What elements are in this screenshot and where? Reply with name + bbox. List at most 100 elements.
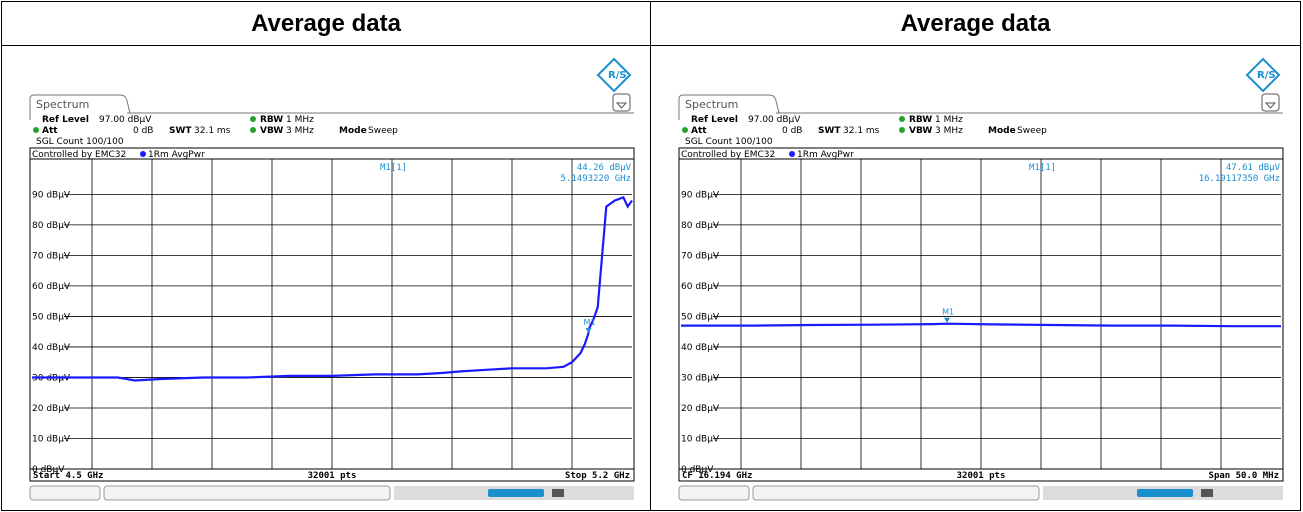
x-start-label: CF 16.194 GHz (682, 471, 752, 481)
analyzer-screenshot: R/S Spectrum Ref Level 97.00 dBµV RBW 1 MHz At… (651, 47, 1300, 510)
marker-readout-label: M1[1] (1029, 163, 1056, 173)
progress-bar (488, 489, 544, 497)
panel-left: Average data R/S Spectrum Ref Level 97.00 d… (2, 2, 651, 510)
rs-logo-text-icon: R/S (1257, 70, 1276, 81)
att-indicator-icon (33, 127, 39, 133)
marker-frequency: 5.1493220 GHz (561, 174, 631, 184)
vbw-label: VBW (909, 126, 932, 136)
y-tick-label: 30 dBµV (681, 373, 720, 383)
spectrum-tab-label: Spectrum (685, 98, 738, 111)
y-tick-label: 20 dBµV (681, 404, 720, 414)
rs-logo-icon (1245, 57, 1281, 93)
spectrum-plot: R/S Spectrum Ref Level 97.00 dBµV RBW 1 MHz At… (678, 57, 1284, 501)
trace-indicator-icon (789, 151, 795, 157)
vbw-label: VBW (260, 126, 283, 136)
x-start-label: Start 4.5 GHz (33, 471, 103, 481)
vbw-indicator-icon (899, 127, 905, 133)
mode-label: Mode (988, 126, 1016, 136)
y-tick-label: 10 dBµV (32, 434, 71, 444)
att-label: Att (691, 126, 707, 136)
rbw-indicator-icon (899, 116, 905, 122)
spectrum-tab (29, 94, 131, 120)
points-label: 32001 pts (308, 471, 357, 481)
ref-level-label: Ref Level (42, 115, 89, 125)
rs-logo-text-icon: R/S (608, 70, 627, 81)
swt-value: 32.1 ms (843, 126, 880, 136)
vbw-value: 3 MHz (935, 126, 963, 136)
y-tick-label: 50 dBµV (32, 312, 71, 322)
marker-tag: M1 (584, 318, 596, 327)
y-tick-label: 40 dBµV (32, 343, 71, 353)
points-label: 32001 pts (957, 471, 1006, 481)
y-tick-label: 70 dBµV (681, 251, 720, 261)
marker-triangle-icon (585, 327, 592, 333)
marker-level: 44.26 dBµV (577, 163, 632, 173)
plot-frame (678, 147, 1284, 482)
y-tick-label: 70 dBµV (32, 251, 71, 261)
sgl-count: SGL Count 100/100 (36, 137, 124, 147)
ref-level-label: Ref Level (691, 115, 738, 125)
swt-label: SWT (169, 126, 192, 136)
y-tick-label: 90 dBµV (32, 190, 71, 200)
panel-header: Average data (651, 2, 1300, 46)
att-indicator-icon (682, 127, 688, 133)
sgl-count: SGL Count 100/100 (685, 137, 773, 147)
marker-readout-label: M1[1] (380, 163, 407, 173)
spectrum-tab (678, 94, 780, 120)
status-field-2 (103, 485, 391, 501)
mode-value: Sweep (1017, 126, 1047, 136)
activity-icon (552, 489, 564, 497)
y-tick-label: 40 dBµV (681, 343, 720, 353)
trace-line (681, 322, 1281, 328)
status-field-1 (29, 485, 101, 501)
y-tick-label: 0 dBµV (681, 465, 714, 475)
chevron-down-icon (1264, 102, 1277, 109)
activity-icon (1201, 489, 1213, 497)
mode-value: Sweep (368, 126, 398, 136)
vbw-value: 3 MHz (286, 126, 314, 136)
controlled-by: Controlled by EMC32 (681, 150, 775, 160)
rbw-value: 1 MHz (935, 115, 963, 125)
trace-indicator-icon (140, 151, 146, 157)
trace-label: 1Rm AvgPwr (797, 150, 854, 160)
swt-label: SWT (818, 126, 841, 136)
att-label: Att (42, 126, 58, 136)
y-tick-label: 60 dBµV (32, 282, 71, 292)
mode-label: Mode (339, 126, 367, 136)
rs-logo-icon (596, 57, 632, 93)
analyzer-screenshot: R/S Spectrum Ref Level 97.00 dBµV RBW 1 MHz At… (2, 47, 650, 510)
swt-value: 32.1 ms (194, 126, 231, 136)
rbw-label: RBW (909, 115, 932, 125)
trace-label: 1Rm AvgPwr (148, 150, 205, 160)
att-value: 0 dB (133, 126, 153, 136)
y-tick-label: 80 dBµV (32, 221, 71, 231)
ref-level-value: 97.00 dBµV (748, 115, 801, 125)
controlled-by: Controlled by EMC32 (32, 150, 126, 160)
plot-frame (29, 147, 635, 482)
chevron-down-icon (615, 102, 628, 109)
y-tick-label: 50 dBµV (681, 312, 720, 322)
y-tick-label: 0 dBµV (32, 465, 65, 475)
spectrum-plot: R/S Spectrum Ref Level 97.00 dBµV RBW 1 MHz At… (29, 57, 635, 501)
att-value: 0 dB (782, 126, 802, 136)
progress-bar (1137, 489, 1193, 497)
marker-tag: M1 (942, 308, 954, 317)
rbw-value: 1 MHz (286, 115, 314, 125)
trace-line (32, 196, 633, 382)
y-tick-label: 20 dBµV (32, 404, 71, 414)
marker-frequency: 16.19117350 GHz (1199, 174, 1280, 184)
panel-header: Average data (2, 2, 650, 46)
spectrum-tab-label: Spectrum (36, 98, 89, 111)
status-field-2 (752, 485, 1040, 501)
vbw-indicator-icon (250, 127, 256, 133)
marker-level: 47.61 dBµV (1226, 163, 1281, 173)
rbw-indicator-icon (250, 116, 256, 122)
y-tick-label: 10 dBµV (681, 434, 720, 444)
marker-triangle-icon (944, 317, 951, 323)
x-stop-label: Stop 5.2 GHz (565, 471, 630, 481)
y-tick-label: 60 dBµV (681, 282, 720, 292)
y-tick-label: 80 dBµV (681, 221, 720, 231)
ref-level-value: 97.00 dBµV (99, 115, 152, 125)
status-field-1 (678, 485, 750, 501)
